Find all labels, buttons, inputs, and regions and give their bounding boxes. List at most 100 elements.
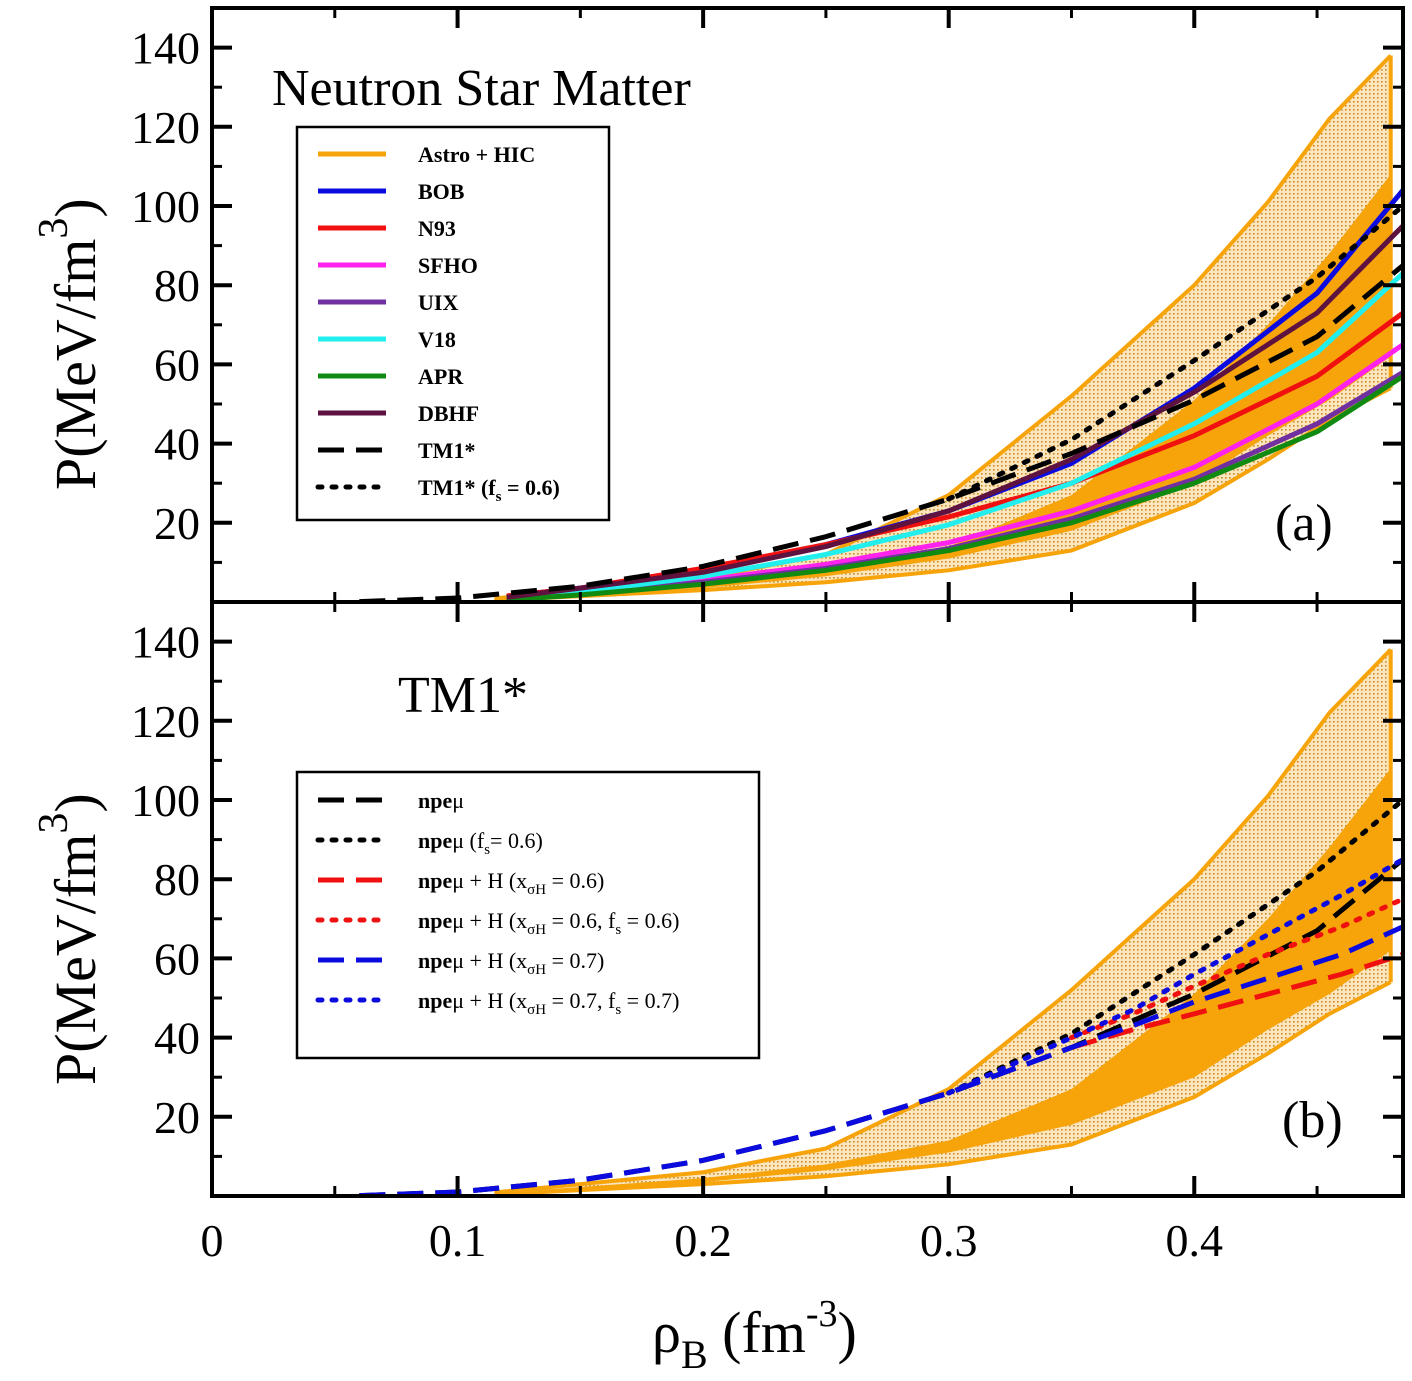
legend-a-text: N93: [418, 216, 456, 241]
y-tick-label-a: 40: [154, 419, 200, 470]
legend-b-part: = 0.6): [621, 908, 679, 933]
legend-b-label-npe-h-x-h-0-6: npeμ + H (xσH = 0.6): [418, 868, 604, 898]
legend-b-box: [295, 770, 761, 1060]
legend-b-part: μ: [452, 788, 464, 813]
band-upper-edge-b: [494, 648, 1393, 1195]
legend-a-label-sfho: SFHO: [418, 253, 478, 278]
series-npe-h-x-h-0-7-f-s-0-7-b: [946, 856, 1403, 1096]
legend-b-part: σH: [527, 1002, 546, 1018]
x-axis-label-exp: -3: [806, 1293, 838, 1335]
legend-a-text: SFHO: [418, 253, 478, 278]
legend-a-tail: = 0.6): [501, 475, 559, 500]
x-tick-label: 0.4: [1166, 1215, 1224, 1266]
legend-b-part: s: [615, 1002, 621, 1018]
legend-b-part: = 0.6): [490, 828, 543, 853]
legend-b-part: s: [484, 842, 490, 858]
legend-a-label-v18: V18: [418, 327, 456, 352]
x-tick-labels: 0 0.1 0.2 0.3 0.4: [201, 1215, 1224, 1266]
legend-a-label-dbhf: DBHF: [418, 401, 479, 426]
legend-b-part: μ + H (x: [452, 908, 527, 933]
legend-b-part: = 0.6, f: [546, 908, 616, 933]
legend-b-part: = 0.7): [546, 948, 604, 973]
legend-a-label-apr: APR: [418, 364, 464, 389]
legend-b-bold: npe: [418, 948, 452, 973]
legend-a-label-tm1: TM1*: [418, 438, 475, 463]
series-npe-f-s-0-6-b: [946, 797, 1403, 1096]
x-axis-label-unit: (fm: [708, 1300, 806, 1365]
legend-b-bold: npe: [418, 828, 452, 853]
panel-b-frame: [210, 600, 1405, 1198]
x-tick-label: 0.3: [920, 1215, 978, 1266]
x-axis-label: ρB (fm-3): [652, 1293, 857, 1377]
legend-a-text: APR: [418, 364, 464, 389]
legend-a-label-n93: N93: [418, 216, 456, 241]
legend-b-part: μ (f: [452, 828, 485, 853]
legend-a-text: TM1*: [418, 438, 475, 463]
panel-a-label: (a): [1275, 495, 1333, 552]
legend-b-part: s: [615, 922, 621, 938]
legend-b-label-npe-f-s-0-6: npeμ (fs= 0.6): [418, 828, 543, 858]
y-axis-label-b-exp: 3: [31, 813, 77, 834]
y-tick-label-b: 80: [154, 854, 200, 905]
band-inner-b: [494, 768, 1391, 1195]
band-lower-edge-b: [494, 980, 1392, 1196]
y-tick-label-a: 80: [154, 260, 200, 311]
legend-a-label-astro-hic: Astro + HIC: [418, 142, 535, 167]
x-tick-label: 0.2: [674, 1215, 732, 1266]
panel-a: 20 40 60 80 100 120 140 Neutron Star Matter (a…: [131, 6, 1405, 604]
legend-a-text: UIX: [418, 290, 458, 315]
y-tick-label-a: 120: [131, 102, 200, 153]
legend-a-label-uix: UIX: [418, 290, 458, 315]
legend-b-part: σH: [527, 882, 546, 898]
legend-b-part: μ + H (x: [452, 948, 527, 973]
y-axis-label-b-main: P(MeV/fm: [43, 834, 108, 1085]
legend-a-label-tm1-f-s-0-6: TM1* (fs = 0.6): [418, 475, 560, 505]
y-axis-label-b-close: ): [43, 793, 108, 812]
legend-b-label-npe: npeμ: [418, 788, 464, 813]
legend-a-text: BOB: [418, 179, 465, 204]
legend-b-part: μ + H (x: [452, 868, 527, 893]
x-axis-label-rho: ρ: [652, 1300, 681, 1365]
legend-a: Astro + HIC BOB N93 SFHO UIX V18 APR DBHF TM1* TM…: [295, 125, 611, 522]
legend-b-part: σH: [527, 922, 546, 938]
x-axis-label-sub: B: [681, 1332, 708, 1377]
panel-b-title: TM1*: [398, 667, 528, 724]
series-npe-h-x-h-0-7-b: [359, 924, 1403, 1196]
y-axis-label-a-exp: 3: [31, 218, 77, 239]
y-tick-label-a: 100: [131, 181, 200, 232]
legend-b-part: μ + H (x: [452, 988, 527, 1013]
series-tm1-f-s-0-6-a: [946, 203, 1403, 502]
legend-b-bold: npe: [418, 988, 452, 1013]
series-apr-a: [506, 374, 1403, 602]
legend-a-label-bob: BOB: [418, 179, 465, 204]
legend-b-part: = 0.6): [546, 868, 604, 893]
y-tick-label-a: 20: [154, 498, 200, 549]
legend-b-label-npe-h-x-h-0-7-f-s-0-7: npeμ + H (xσH = 0.7, fs = 0.7): [418, 988, 679, 1018]
legend-b-bold: npe: [418, 868, 452, 893]
y-tick-label-b: 40: [154, 1013, 200, 1064]
y-tick-label-b: 60: [154, 933, 200, 984]
series-npe-h-x-h-0-6-b: [1070, 952, 1403, 1050]
y-tick-label-a: 60: [154, 339, 200, 390]
legend-a-text: DBHF: [418, 401, 479, 426]
legend-b-part: = 0.7, f: [546, 988, 616, 1013]
y-tick-label-b: 100: [131, 775, 200, 826]
legend-b-part: = 0.7): [621, 988, 679, 1013]
legend-a-sub: s: [496, 489, 502, 505]
y-tick-label-b: 140: [131, 617, 200, 668]
panel-a-title: Neutron Star Matter: [272, 60, 691, 117]
y-tick-label-a: 140: [131, 23, 200, 74]
series-dbhf-a: [506, 224, 1403, 600]
y-tick-label-b: 20: [154, 1092, 200, 1143]
series-v18-a: [506, 271, 1403, 602]
legend-b-label-npe-h-x-h-0-7: npeμ + H (xσH = 0.7): [418, 948, 604, 978]
y-axis-label-a: P(MeV/fm3): [31, 198, 108, 490]
x-tick-label: 0: [201, 1215, 224, 1266]
legend-b-part: σH: [527, 962, 546, 978]
y-axis-label-a-close: ): [43, 198, 108, 217]
series-npe-h-x-h-0-6-f-s-0-6-b: [1068, 896, 1403, 1041]
legend-b-bold: npe: [418, 908, 452, 933]
legend-a-text: TM1* (f: [418, 475, 496, 500]
legend-a-text: Astro + HIC: [418, 142, 535, 167]
